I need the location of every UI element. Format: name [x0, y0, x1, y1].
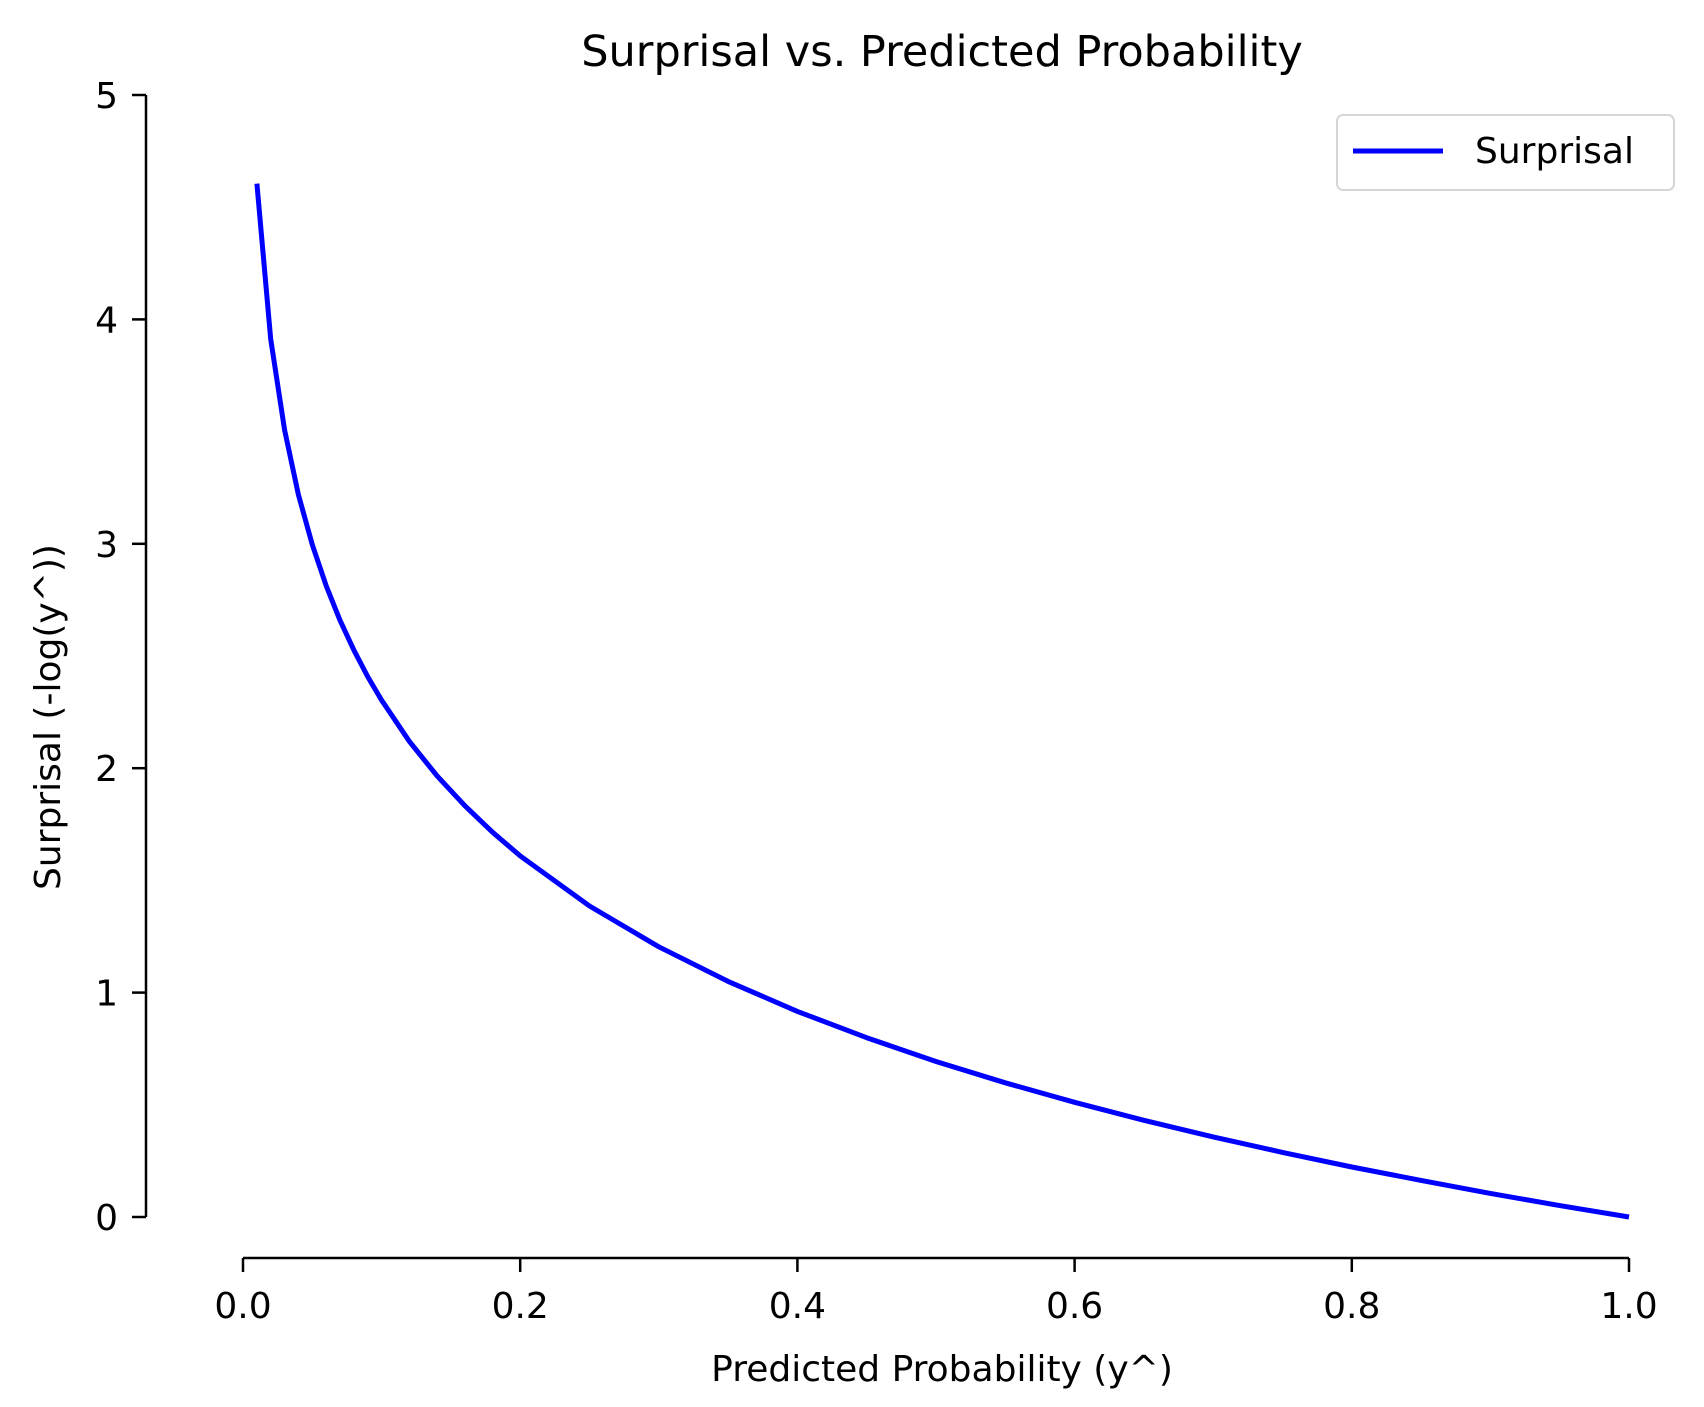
- x-axis: 0.0 0.2 0.4 0.6 0.8 1.0: [214, 1256, 1658, 1327]
- x-tick-label: 0.0: [214, 1286, 271, 1327]
- x-axis-label: Predicted Probability (y^): [711, 1349, 1173, 1390]
- y-tick-label: 5: [95, 76, 118, 117]
- y-tick-label: 0: [95, 1198, 118, 1239]
- legend-frame: [1336, 114, 1675, 191]
- series-group: [254, 183, 1630, 1220]
- y-tick-label: 1: [95, 974, 118, 1015]
- y-axis-label: Surprisal (-log(y^)): [28, 544, 69, 890]
- legend: Surprisal: [1336, 114, 1675, 191]
- x-tick-label: 0.8: [1323, 1286, 1380, 1327]
- y-tick-label: 4: [95, 300, 118, 341]
- y-axis: 0 1 2 3 4 5: [95, 76, 148, 1239]
- x-tick-label: 1.0: [1600, 1286, 1657, 1327]
- legend-label-surprisal: Surprisal: [1475, 131, 1634, 172]
- y-tick-label: 2: [95, 749, 118, 790]
- y-tick-label: 3: [95, 525, 118, 566]
- series-line-surprisal: [254, 183, 1630, 1220]
- chart-title: Surprisal vs. Predicted Probability: [581, 27, 1303, 77]
- x-tick-label: 0.2: [492, 1286, 549, 1327]
- x-tick-label: 0.4: [769, 1286, 826, 1327]
- x-tick-label: 0.6: [1046, 1286, 1103, 1327]
